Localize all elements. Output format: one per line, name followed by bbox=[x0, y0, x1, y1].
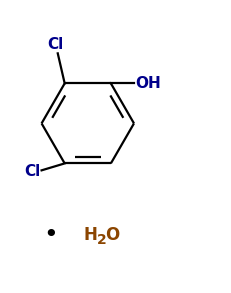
Text: O: O bbox=[105, 226, 119, 244]
Text: •: • bbox=[43, 224, 58, 247]
Text: Cl: Cl bbox=[24, 164, 40, 179]
Text: OH: OH bbox=[135, 76, 161, 91]
Text: H: H bbox=[83, 226, 97, 244]
Text: 2: 2 bbox=[97, 233, 106, 247]
Text: Cl: Cl bbox=[47, 37, 64, 52]
